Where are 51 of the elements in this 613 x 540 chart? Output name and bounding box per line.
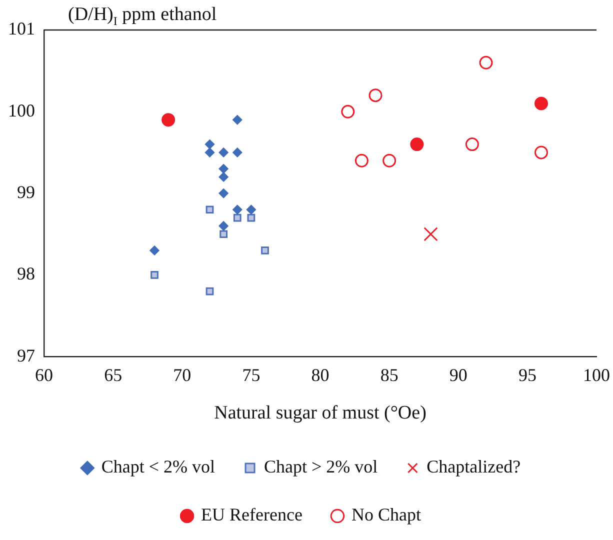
point [465,138,479,152]
x-tick-label: 95 [518,365,536,386]
point [368,88,382,102]
x-tick-label: 65 [104,365,122,386]
legend-label: Chapt > 2% vol [264,456,378,477]
point [534,96,548,110]
x-axis-title: Natural sugar of must (°Oe) [214,402,426,424]
x-tick-label: 75 [242,365,260,386]
point [534,146,548,160]
point [247,214,256,222]
point [220,230,228,238]
point [162,113,176,127]
point [150,271,158,279]
legend-label: Chapt < 2% vol [101,456,216,477]
x-tick-label: 90 [449,365,468,386]
y-axis-title: (D/H)$_{I}$ ppm ethanol [68,4,217,29]
legend-label: Chaptalized? [426,456,521,477]
point [232,115,242,125]
legend-label: EU Reference [201,504,302,525]
point [410,138,424,152]
point [354,154,368,168]
point [218,188,228,198]
point [218,221,228,231]
x-tick-label: 60 [35,365,53,386]
point [218,164,228,174]
point [218,172,228,182]
point [233,214,242,222]
point [206,206,214,214]
y-tick-label: 98 [17,264,35,284]
x-tick-label: 80 [311,365,330,386]
point [382,154,396,168]
x-tick-label: 70 [173,365,192,386]
point [218,148,228,158]
y-tick-label: 97 [17,345,35,366]
point [205,148,214,158]
point [479,56,493,70]
point [341,104,355,118]
legend-label: No Chapt [351,504,421,525]
point [424,227,438,242]
point [150,246,160,256]
y-tick-label: 99 [17,182,35,202]
x-tick-label: 100 [583,365,610,386]
point [232,148,242,158]
point [206,287,214,296]
y-tick-label: 100 [8,100,35,120]
point [246,204,256,214]
point [205,140,214,150]
point [232,204,242,214]
y-tick-label: 101 [8,18,35,39]
x-tick-label: 85 [380,365,398,386]
point [261,246,269,254]
